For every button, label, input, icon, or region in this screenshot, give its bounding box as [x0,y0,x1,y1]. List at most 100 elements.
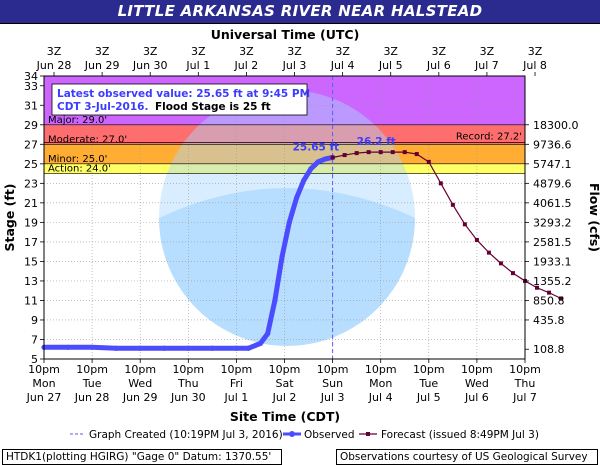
forecast-point [462,222,467,227]
forecast-point [438,181,443,186]
flow-axis-tick-label: 1933.1 [533,255,572,268]
top-tick-date-label: Jul 7 [474,59,499,72]
x-tick-date-label: Jul 3 [320,391,345,404]
top-tick-time-label: 3Z [335,45,350,58]
x-tick-date-label: Jul 2 [272,391,297,404]
forecast-point [378,150,383,155]
flood-stage-note: Flood Stage is 25 ft [155,101,271,113]
forecast-peak-label: 26.2 ft [357,136,396,148]
observed-point [161,345,167,351]
flow-axis-tick-label: 1355.2 [533,275,572,288]
observed-point [265,331,271,337]
x-tick-time-label: 10pm [76,363,108,376]
forecast-point [366,150,371,155]
flow-axis-tick-label: 3293.2 [533,216,572,229]
y-axis-tick-label: 19 [24,216,38,229]
top-tick-date-label: Jun 30 [132,59,168,72]
forecast-series-line [332,151,562,300]
hydrograph-chart: Major: 29.0' Moderate: 27.0' Minor: 25.0'A… [2,27,600,441]
y-axis-tick-label: 15 [24,255,38,268]
top-tick-date-label: Jul 4 [330,59,355,72]
x-tick-time-label: 10pm [124,363,156,376]
observed-point [233,345,239,351]
x-tick-day-label: Tue [418,377,438,390]
x-tick-day-label: Tue [82,377,102,390]
x-tick-date-label: Jul 6 [464,391,489,404]
observed-peak-label: 25.65 ft [293,141,339,153]
forecast-point [450,202,455,207]
legend-graph-created-label: Graph Created (10:19PM Jul 3, 2016) [89,429,283,441]
top-tick-date-label: Jul 5 [378,59,403,72]
top-tick-time-label: 3Z [47,45,62,58]
y-axis-title: Stage (ft) [2,183,17,251]
x-tick-day-label: Mon [369,377,392,390]
forecast-point [474,237,479,242]
observed-point [279,253,285,260]
observed-point [209,345,215,351]
flood-category-label: Major: 29.0' [48,115,107,126]
x-tick-time-label: 10pm [461,363,493,376]
x-tick-day-label: Thu [177,377,199,390]
x-tick-day-label: Mon [32,377,55,390]
top-tick-date-label: Jul 1 [185,59,210,72]
chart-title: LITTLE ARKANSAS RIVER NEAR HALSTEAD [117,2,483,20]
y-axis-tick-label: 13 [24,275,38,288]
observed-point [137,345,143,351]
flood-category-label: Action: 24.0' [48,164,111,175]
y-axis-tick-label: 27 [24,138,38,151]
observed-point [185,345,191,351]
forecast-point [486,250,491,255]
observed-point [293,195,300,201]
observed-point [286,219,292,225]
top-axis-title: Universal Time (UTC) [211,27,360,42]
x-tick-date-label: Jun 27 [26,391,62,404]
top-tick-time-label: 3Z [383,45,398,58]
observations-credit-footer: Observations courtesy of US Geological S… [336,449,598,465]
forecast-point [535,285,540,290]
top-tick-time-label: 3Z [95,45,110,58]
flood-category-label: Minor: 25.0' [48,154,107,165]
top-tick-date-label: Jul 8 [522,59,547,72]
legend-observed-label: Observed [304,429,355,441]
flow-axis-tick-label: 435.8 [533,314,565,327]
y-axis-tick-label: 34 [24,70,38,83]
observed-point [89,344,95,350]
x-tick-time-label: 10pm [413,363,445,376]
latest-observed-line1: Latest observed value: 25.65 ft at 9:45 … [57,88,310,100]
x-tick-time-label: 10pm [221,363,253,376]
flow-axis-title: Flow (cfs) [587,183,600,252]
legend-forecast-label: Forecast (issued 8:49PM Jul 3) [381,429,539,441]
forecast-point [547,290,552,295]
flow-axis-tick-label: 9736.6 [533,138,572,151]
title-bar: LITTLE ARKANSAS RIVER NEAR HALSTEAD [0,0,600,24]
watermark-wave [159,188,415,346]
x-tick-time-label: 10pm [269,363,301,376]
top-tick-time-label: 3Z [191,45,206,58]
forecast-point [426,159,431,164]
x-tick-date-label: Jul 1 [224,391,249,404]
forecast-point [498,261,503,266]
x-tick-date-label: Jun 30 [170,391,206,404]
x-tick-day-label: Wed [128,377,152,390]
y-axis-tick-label: 33 [24,80,38,93]
observed-point [322,156,328,162]
x-tick-date-label: Jul 7 [512,391,537,404]
x-tick-time-label: 10pm [509,363,541,376]
top-tick-time-label: 3Z [239,45,254,58]
top-tick-date-label: Jul 2 [234,59,259,72]
flow-axis-tick-label: 108.8 [533,343,565,356]
y-axis-tick-label: 31 [24,99,38,112]
top-tick-date-label: Jun 28 [36,59,72,72]
observed-point [301,177,307,184]
flow-axis-tick-label: 5747.1 [533,158,572,171]
y-axis-tick-label: 5 [31,353,38,366]
flow-axis-tick-label: 2581.5 [533,236,572,249]
top-tick-date-label: Jun 29 [84,59,120,72]
x-tick-day-label: Wed [465,377,489,390]
x-tick-time-label: 10pm [365,363,397,376]
x-tick-day-label: Fri [230,377,243,390]
x-tick-date-label: Jun 29 [122,391,158,404]
observed-point [257,340,264,346]
y-axis-tick-label: 29 [24,119,38,132]
y-axis-tick-label: 25 [24,158,38,171]
